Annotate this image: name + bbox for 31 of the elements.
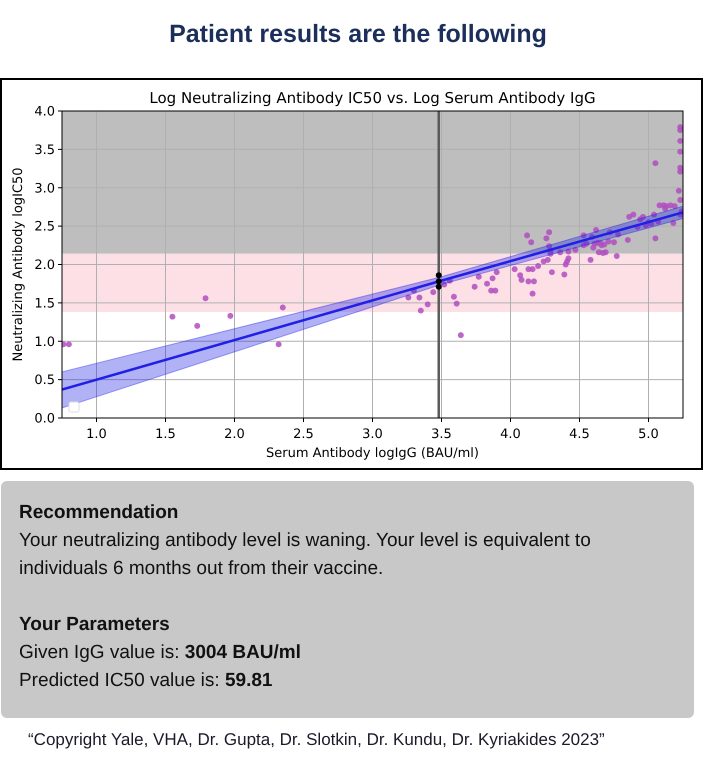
x-tick-label: 1.5	[155, 427, 176, 442]
point	[436, 284, 442, 290]
y-tick-label: 1.5	[34, 296, 55, 312]
text: Your Parameters	[19, 613, 171, 637]
y-tick-label: 1.0	[34, 334, 55, 350]
x-axis-title: Serum Antibody logIgG (BAU/ml)	[266, 446, 479, 461]
text: Recommendation	[19, 501, 180, 525]
text: Your neutralizing antibody level is waning. Your level is equivalent to individuals 6 months out from their vaccine.	[19, 529, 592, 581]
chart-subtitle: Log Neutralizing Antibody IC50 vs. Log Serum Antibody IgG	[149, 89, 596, 107]
y-tick-label: 3.5	[34, 142, 55, 158]
y-axis-title: Neutralizing Antibody logIC50	[11, 167, 26, 362]
x-tick-label: 3.5	[431, 427, 452, 442]
chart-title: Patient results are the following	[168, 20, 548, 49]
x-tick-label: 2.0	[224, 427, 245, 442]
text: “Copyright Yale, VHA, Dr. Gupta, Dr. Slotkin, Dr. Kundu, Dr. Kyriakides 2023”	[28, 730, 605, 750]
x-tick-label: 2.5	[293, 427, 314, 442]
y-tick-label: 3.0	[34, 181, 55, 196]
x-tick-label: 4.0	[500, 427, 521, 442]
point	[436, 272, 442, 278]
y-tick-label: 0.0	[34, 412, 55, 426]
x-tick-label: 5.0	[638, 427, 659, 442]
y-tick-label: 2.5	[34, 220, 55, 235]
y-tick-label: 2.0	[34, 258, 55, 273]
x-tick-label: 1.0	[86, 427, 107, 442]
x-tick-label: 4.5	[569, 427, 590, 442]
y-tick-label: 4.0	[34, 104, 55, 120]
y-tick-label: 0.5	[34, 373, 55, 388]
point	[436, 278, 442, 284]
x-tick-label: 3.0	[362, 427, 383, 442]
text: Given IgG value is: 3004 BAU/ml	[19, 641, 302, 665]
text: Predicted IC50 value is: 59.81	[19, 669, 274, 693]
